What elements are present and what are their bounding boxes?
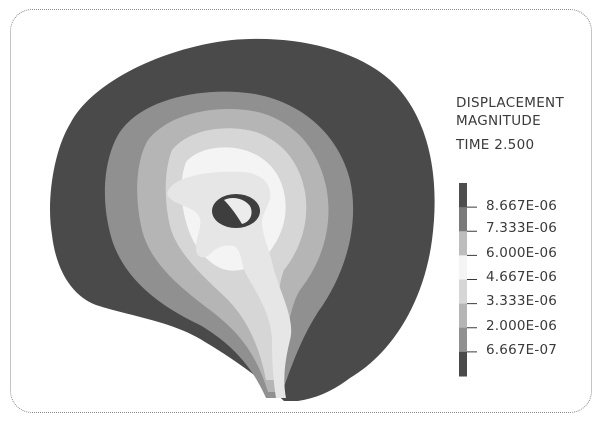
legend-band-4	[459, 255, 467, 281]
legend-label-2: 7.333E-06	[486, 220, 558, 236]
legend-title-line-3: TIME 2.500	[456, 137, 535, 153]
legend-band-3	[459, 231, 467, 256]
legend-color-bar	[459, 183, 467, 377]
contour-region-ventricle	[167, 171, 292, 398]
legend-label-1: 8.667E-06	[486, 198, 558, 214]
legend-label-6: 2.000E-06	[486, 318, 558, 334]
figure-frame	[10, 9, 592, 413]
legend-label-3: 6.000E-06	[486, 245, 558, 261]
contour-region-hole-inner	[224, 198, 252, 224]
legend-title-line-2: MAGNITUDE	[456, 113, 541, 129]
legend-label-7: 6.667E-07	[486, 342, 558, 358]
legend-band-7	[459, 327, 467, 353]
legend-band-1	[459, 183, 467, 208]
legend-band-5	[459, 279, 467, 305]
legend-band-6	[459, 303, 467, 329]
legend-title-line-1: DISPLACEMENT	[456, 95, 564, 111]
legend-label-5: 3.333E-06	[486, 293, 558, 309]
legend-label-4: 4.667E-06	[486, 269, 558, 285]
legend-ticks	[467, 206, 477, 353]
legend-band-8	[459, 351, 467, 377]
legend-band-2	[459, 207, 467, 232]
